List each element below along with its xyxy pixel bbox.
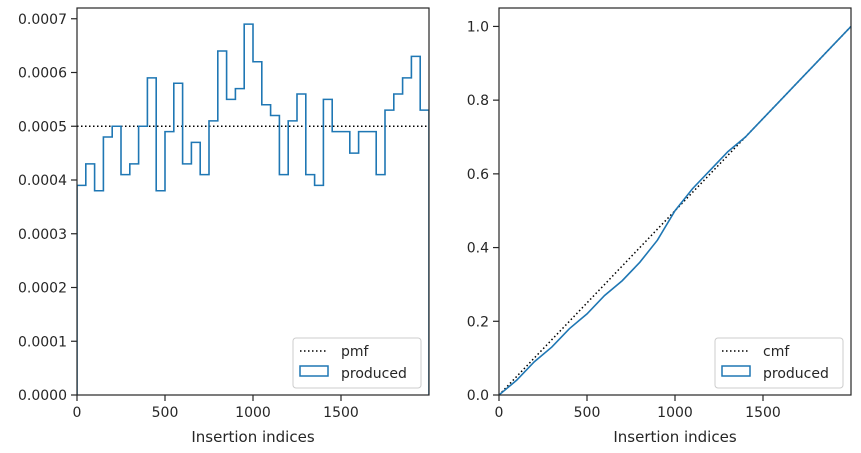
right-y-tick-label: 0.4 [467,241,489,257]
right-y-tick-label: 0.6 [467,167,489,183]
left-x-tick-label: 1000 [235,405,271,421]
left-y-tick-label: 0.0000 [18,388,67,404]
right-chart: 0 500 1000 1500 0.0 0.2 0.4 0.6 0.8 1.0 Insertion… [467,7,852,446]
left-y-tick-label: 0.0006 [18,66,67,82]
right-x-axis-label: Insertion indices [613,428,736,446]
right-legend: cmf produced [714,337,844,389]
right-y-tick-label: 0.0 [467,388,489,404]
left-y-tick-label: 0.0001 [18,334,67,350]
right-x-tick-label: 500 [574,405,601,421]
left-axes-frame [76,7,430,396]
right-series-produced [499,25,851,395]
left-legend-produced-swatch [299,365,329,377]
left-y-tick-label: 0.0007 [18,12,67,28]
left-ticks: 0 500 1000 1500 0.0000 0.0001 0.0002 0.0003 0.00… [18,12,359,421]
right-legend-cmf-label: cmf [763,344,790,360]
right-y-tick-label: 1.0 [467,19,489,35]
right-x-tick-label: 0 [495,405,504,421]
left-legend-pmf-label: pmf [341,344,370,360]
right-y-tick-label: 0.2 [467,314,489,330]
right-x-tick-label: 1500 [745,405,781,421]
left-plot-area [77,23,429,395]
right-legend-produced-swatch [721,365,751,377]
right-x-tick-label: 1000 [657,405,693,421]
right-axes-frame [498,7,852,396]
left-x-tick-label: 0 [73,405,82,421]
right-y-tick-label: 0.8 [467,93,489,109]
left-x-axis-label: Insertion indices [191,428,314,446]
left-y-tick-label: 0.0002 [18,281,67,297]
right-ticks: 0 500 1000 1500 0.0 0.2 0.4 0.6 0.8 1.0 [467,19,781,421]
left-y-tick-label: 0.0004 [18,173,67,189]
left-legend: pmf produced [292,337,422,389]
left-y-tick-label: 0.0003 [18,227,67,243]
left-y-tick-label: 0.0005 [18,119,67,135]
left-chart: 0 500 1000 1500 0.0000 0.0001 0.0002 0.0003 0.00… [18,7,430,446]
left-series-produced [77,23,429,395]
right-plot-area [499,25,851,395]
left-legend-produced-label: produced [341,366,407,382]
left-x-tick-label: 1500 [323,405,359,421]
left-x-tick-label: 500 [152,405,179,421]
right-legend-produced-label: produced [763,366,829,382]
